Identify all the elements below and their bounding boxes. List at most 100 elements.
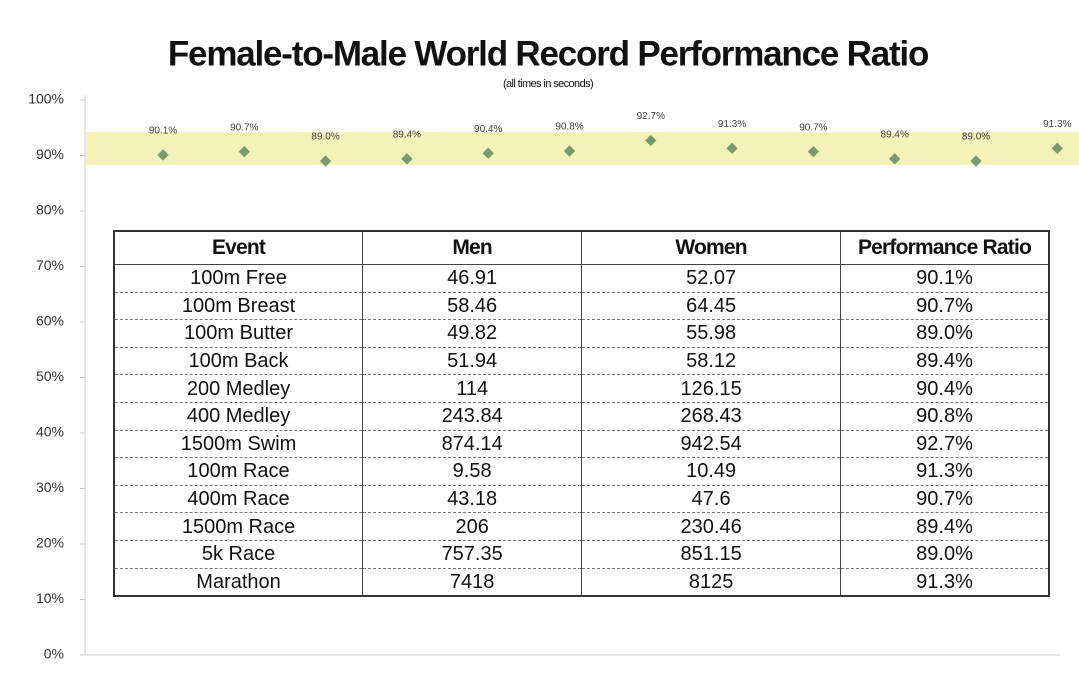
table-row: 200 Medley 114 126.15 90.4% [113, 374, 1050, 403]
table-cell: 90.4% [840, 374, 1050, 403]
table-cell: 268.43 [581, 402, 842, 431]
table-cell: 90.7% [840, 485, 1050, 514]
point [563, 145, 576, 157]
table-cell: 52.07 [581, 264, 842, 293]
table-cell: 90.7% [840, 292, 1050, 321]
table-cell: 89.0% [840, 540, 1050, 569]
table-cell: 92.7% [840, 430, 1050, 459]
table-row: 5k Race 757.35 851.15 89.0% [113, 540, 1050, 569]
y-tick-label: 70% [36, 257, 64, 273]
data-label: 89.4% [393, 129, 421, 140]
data-label: 89.0% [311, 132, 339, 143]
point [645, 134, 657, 147]
table-cell: Marathon [113, 568, 364, 597]
point [726, 142, 738, 154]
y-tick-label: 40% [36, 424, 64, 440]
y-tick-label: 20% [36, 535, 64, 551]
table-row: 100m Race 9.58 10.49 91.3% [113, 457, 1050, 486]
table-cell: 1500m Race [113, 512, 364, 541]
table-cell: 851.15 [581, 540, 842, 569]
table-row: Marathon 7418 8125 91.3% [113, 568, 1050, 597]
table-cell: 51.94 [362, 347, 583, 376]
y-tick-label: 60% [36, 313, 64, 329]
table-cell: 43.18 [362, 485, 583, 514]
table-cell: 100m Back [113, 347, 364, 376]
table-cell: 47.6 [581, 485, 842, 514]
table-cell: 49.82 [362, 319, 583, 348]
y-tick-label: 30% [36, 479, 64, 495]
table-cell: 400m Race [113, 485, 364, 514]
table-cell: 58.46 [362, 292, 583, 321]
table-cell: 89.0% [840, 319, 1050, 348]
header-row: Event Men Women Performance Ratio [113, 231, 1050, 265]
data-label: 90.1% [149, 126, 177, 137]
point [970, 155, 982, 167]
point [889, 153, 901, 165]
table-cell: 206 [362, 512, 583, 541]
y-tick-label: 10% [36, 590, 64, 606]
table-cell: 114 [362, 374, 583, 403]
table-cell: 58.12 [581, 347, 842, 376]
y-tick-label: 80% [36, 202, 64, 218]
header-cell: Event [113, 231, 364, 265]
data-label: 92.7% [637, 111, 665, 122]
table-row: 400 Medley 243.84 268.43 90.8% [113, 402, 1050, 431]
table-cell: 64.45 [581, 292, 842, 321]
table-row: 1500m Swim 874.14 942.54 92.7% [113, 430, 1050, 459]
data-label: 90.8% [555, 122, 583, 133]
point [807, 145, 820, 158]
table-row: 100m Back 51.94 58.12 89.4% [113, 347, 1050, 376]
table-cell: 200 Medley [113, 374, 364, 403]
data-label: 89.4% [881, 129, 909, 140]
highlight-band [86, 132, 1079, 165]
table-cell: 91.3% [840, 457, 1050, 486]
table-cell: 55.98 [581, 319, 842, 348]
table-cell: 46.91 [362, 264, 583, 293]
table-cell: 5k Race [113, 540, 364, 569]
table-row: 100m Free 46.91 52.07 90.1% [113, 264, 1050, 293]
table-cell: 100m Free [113, 264, 364, 293]
table-row: 100m Butter 49.82 55.98 89.0% [113, 319, 1050, 348]
data-label: 91.3% [718, 119, 746, 130]
table-cell: 757.35 [362, 540, 583, 569]
table-cell: 90.1% [840, 264, 1050, 293]
data-label: 91.3% [1043, 119, 1071, 130]
point [319, 155, 332, 167]
table-cell: 100m Breast [113, 292, 364, 321]
table-cell: 100m Race [113, 457, 364, 486]
table-cell: 243.84 [362, 402, 583, 431]
point [157, 149, 169, 161]
table-cell: 230.46 [581, 512, 842, 541]
y-tick-label: 100% [28, 91, 64, 107]
table-cell: 10.49 [581, 457, 842, 486]
table-cell: 89.4% [840, 512, 1050, 541]
table-row: 1500m Race 206 230.46 89.4% [113, 512, 1050, 541]
table-cell: 400 Medley [113, 402, 364, 431]
table-row: 400m Race 43.18 47.6 90.7% [113, 485, 1050, 514]
point [238, 145, 250, 158]
data-table: Event Men Women Performance Ratio 100m Free 4… [113, 230, 1050, 598]
y-tick-label: 90% [36, 146, 64, 162]
data-label: 90.7% [799, 122, 827, 133]
chart-title: Female-to-Male World Record Performance … [168, 34, 929, 73]
table-cell: 9.58 [362, 457, 583, 486]
point [1051, 142, 1063, 154]
table-cell: 874.14 [362, 430, 583, 459]
point [401, 153, 413, 165]
table-cell: 8125 [581, 568, 842, 597]
table-cell: 89.4% [840, 347, 1050, 376]
y-tick-label: 0% [44, 646, 64, 662]
table-cell: 91.3% [840, 568, 1050, 597]
table-cell: 7418 [362, 568, 583, 597]
table-row: 100m Breast 58.46 64.45 90.7% [113, 292, 1050, 321]
y-tick-label: 50% [36, 368, 64, 384]
table-cell: 100m Butter [113, 319, 364, 348]
chart-subtitle: (all times in seconds) [503, 78, 593, 90]
header-cell: Performance Ratio [840, 231, 1050, 265]
point [482, 147, 494, 159]
table-cell: 942.54 [581, 430, 842, 459]
header-cell: Men [362, 231, 583, 265]
table-cell: 90.8% [840, 402, 1050, 431]
